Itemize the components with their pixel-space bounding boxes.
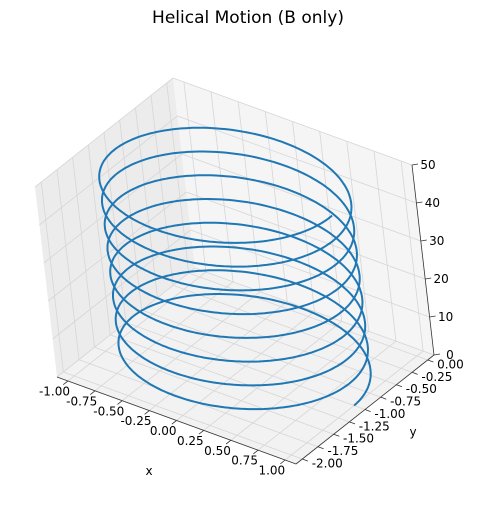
x-axis-label: x <box>145 464 152 478</box>
z-tick-label: 10 <box>438 310 453 324</box>
y-tick-label: -1.50 <box>343 432 374 446</box>
grid-line-y-floor <box>63 371 303 460</box>
grid-line-z-wall <box>39 115 178 226</box>
helix-series-line <box>98 126 372 411</box>
z-tick <box>411 163 419 166</box>
y-tick-label: -0.50 <box>406 382 437 396</box>
grid-line-x-back <box>237 101 261 292</box>
z-tick-label: 30 <box>429 234 444 248</box>
x-tick <box>198 430 204 435</box>
grid-line-y-floor <box>110 334 350 423</box>
x-tick-label: 0.50 <box>204 444 231 458</box>
y-tick <box>317 446 324 450</box>
grid-line-z-back <box>172 77 413 166</box>
y-tick <box>380 396 387 400</box>
x-tick-label: 0.25 <box>177 434 204 448</box>
grid-line-y-floor <box>157 297 397 386</box>
grid-lines <box>34 77 435 461</box>
y-tick-label: -1.25 <box>359 419 390 433</box>
grid-line-z-wall <box>47 191 187 302</box>
grid-line-z-back <box>181 153 421 242</box>
y-axis-label: y <box>409 425 416 439</box>
grid-line-x-back <box>292 121 315 312</box>
grid-line-z-back <box>190 229 430 318</box>
grid-line-y-floor <box>172 284 413 373</box>
x-tick <box>280 459 286 465</box>
z-tick-label: 40 <box>425 196 440 210</box>
grid-line-x-back <box>264 111 288 302</box>
z-tick-label: 50 <box>420 158 435 172</box>
x-tick-label: 1.00 <box>258 464 285 478</box>
grid-line-x-back <box>210 91 234 282</box>
x-tick <box>171 420 177 425</box>
y-tick <box>302 458 309 462</box>
y-tick-label: -1.75 <box>327 444 358 458</box>
z-tick-label: 20 <box>434 272 449 286</box>
grid-line-y-wall <box>87 144 111 335</box>
y-tick-label: -0.25 <box>421 370 452 384</box>
grid-line-x-back <box>400 160 424 352</box>
x-tick <box>117 400 123 405</box>
grid-line-y-wall <box>56 169 80 360</box>
y-tick <box>364 409 371 412</box>
grid-line-y-floor <box>188 272 428 361</box>
grid-line-z-wall <box>43 153 183 264</box>
grid-line-z-back <box>186 191 426 280</box>
x-tick <box>253 449 259 455</box>
y-tick-label: -1.00 <box>374 407 405 421</box>
y-tick <box>349 421 356 425</box>
y-tick-label: 0.00 <box>437 357 464 371</box>
y-tick <box>411 371 418 375</box>
x-tick-label: 0.75 <box>231 454 258 468</box>
grid-line-x-back <box>346 141 370 332</box>
x-tick <box>90 390 96 395</box>
x-tick-label: -1.00 <box>39 385 70 399</box>
grid-line-y-wall <box>150 95 174 286</box>
z-axis-line <box>411 164 435 356</box>
grid-line-y-floor <box>125 322 366 410</box>
grid-line-z-wall <box>34 77 174 188</box>
grid-line-y-wall <box>40 181 64 373</box>
y-tick-label: -2.00 <box>312 457 343 471</box>
tick-labels: -1.00-0.75-0.50-0.250.000.250.500.751.00… <box>39 158 464 478</box>
tick-marks <box>62 163 441 465</box>
chart-title: Helical Motion (B only) <box>152 8 344 28</box>
grid-line-z-back <box>177 115 417 204</box>
grid-line-y-wall <box>72 157 95 348</box>
grid-line-y-floor <box>94 346 334 435</box>
y-tick <box>333 433 340 437</box>
x-tick-label: 0.00 <box>150 424 177 438</box>
grid-line-x-back <box>373 151 397 342</box>
x-tick <box>225 439 232 445</box>
z-tick <box>433 353 441 356</box>
grid-line-y-wall <box>166 82 190 274</box>
x-tick <box>62 380 69 386</box>
grid-line-z-wall <box>52 229 191 340</box>
grid-line-y-wall <box>135 107 158 298</box>
z-tick <box>425 277 432 280</box>
grid-line-y-floor <box>141 309 381 398</box>
y-tick <box>396 384 403 388</box>
z-tick-label: 0 <box>446 348 454 362</box>
series-curve <box>98 126 372 411</box>
x-tick-label: -0.25 <box>120 414 151 428</box>
y-tick <box>427 359 434 363</box>
z-tick <box>416 201 423 204</box>
x-tick-label: -0.50 <box>93 404 124 418</box>
grid-line-z-back <box>194 267 435 356</box>
z-tick <box>429 315 436 318</box>
x-tick-label: -0.75 <box>66 394 97 408</box>
z-tick <box>420 239 427 242</box>
y-tick-label: -0.75 <box>390 395 421 409</box>
x-tick <box>144 410 150 415</box>
